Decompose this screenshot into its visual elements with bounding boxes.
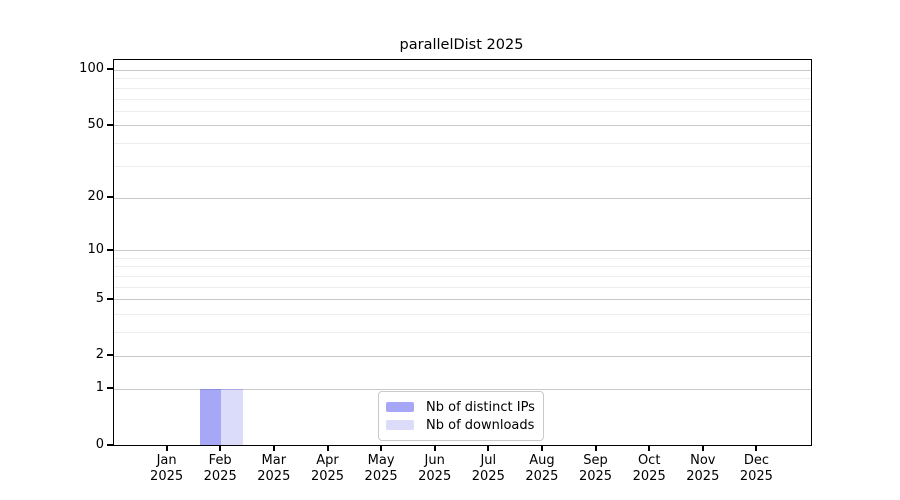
x-tick-label: Apr 2025 [310, 453, 345, 484]
y-tick-mark [107, 248, 113, 251]
y-tick-mark [107, 297, 113, 300]
x-tick-mark [487, 445, 490, 451]
y-tick-mark [107, 68, 113, 71]
x-tick-mark [380, 445, 383, 451]
y-minor-gridline [114, 286, 811, 288]
y-minor-gridline [114, 314, 811, 316]
y-major-gridline [114, 299, 811, 301]
x-tick-label: Nov 2025 [686, 453, 720, 484]
y-major-gridline [114, 250, 811, 252]
x-tick-mark [594, 445, 597, 451]
x-tick-label: Aug 2025 [525, 453, 559, 484]
x-tick-label: Dec 2025 [739, 453, 773, 484]
y-tick-label: 1 [95, 380, 104, 396]
y-tick-label: 100 [79, 61, 104, 77]
x-tick-label: Jul 2025 [471, 453, 505, 484]
y-tick-label: 0 [95, 436, 104, 452]
legend-label: Nb of distinct IPs [426, 399, 535, 415]
legend-swatch [386, 420, 414, 430]
x-tick-mark [272, 445, 275, 451]
y-tick-mark [107, 123, 113, 126]
y-minor-gridline [114, 110, 811, 112]
x-tick-mark [219, 445, 222, 451]
legend-entry: Nb of distinct IPs [386, 399, 543, 415]
x-tick-label: Oct 2025 [632, 453, 666, 484]
x-tick-mark [701, 445, 704, 451]
y-tick-label: 50 [87, 116, 104, 132]
y-tick-mark [107, 196, 113, 198]
y-minor-gridline [114, 165, 811, 167]
x-tick-mark [648, 445, 651, 451]
x-tick-mark [755, 445, 758, 451]
y-tick-mark [107, 387, 113, 390]
y-minor-gridline [114, 98, 811, 100]
y-major-gridline [114, 197, 811, 199]
x-tick-label: Jun 2025 [418, 453, 452, 484]
x-tick-mark [540, 445, 543, 451]
x-tick-label: Sep 2025 [578, 453, 613, 484]
legend-label: Nb of downloads [426, 417, 535, 433]
plot-area: Nb of distinct IPs Nb of downloads [113, 59, 812, 446]
y-minor-gridline [114, 332, 811, 334]
x-tick-mark [326, 445, 329, 451]
x-tick-label: Feb 2025 [203, 453, 237, 484]
y-major-gridline [114, 69, 811, 71]
y-minor-gridline [114, 257, 811, 259]
y-tick-label: 10 [87, 241, 104, 257]
y-minor-gridline [114, 266, 811, 268]
chart-title: parallelDist 2025 [399, 37, 524, 53]
x-tick-label: Mar 2025 [257, 453, 291, 484]
y-major-gridline [114, 355, 811, 357]
y-minor-gridline [114, 276, 811, 277]
x-tick-mark [433, 445, 436, 451]
y-minor-gridline [114, 78, 811, 80]
x-tick-label: Jan 2025 [150, 453, 184, 484]
x-tick-mark [165, 445, 168, 451]
y-tick-mark [107, 443, 113, 446]
y-tick-label: 2 [95, 347, 104, 363]
legend-swatch [386, 402, 414, 412]
x-tick-label: May 2025 [364, 453, 398, 484]
y-major-gridline [114, 388, 811, 390]
y-minor-gridline [114, 87, 811, 89]
y-tick-label: 5 [95, 290, 104, 306]
y-tick-mark [107, 354, 113, 357]
y-minor-gridline [114, 143, 811, 145]
legend-entry: Nb of downloads [386, 417, 543, 433]
y-tick-label: 20 [87, 189, 104, 204]
legend: Nb of distinct IPs Nb of downloads [378, 391, 544, 441]
bar-feb-downloads [221, 388, 243, 445]
y-major-gridline [114, 125, 811, 127]
bar-feb-distinct-ips [199, 388, 222, 445]
